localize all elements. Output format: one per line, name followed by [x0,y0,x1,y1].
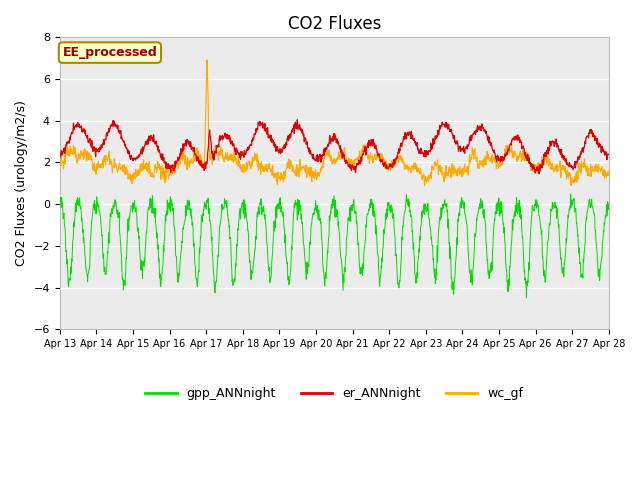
Text: EE_processed: EE_processed [63,46,157,59]
Legend: gpp_ANNnight, er_ANNnight, wc_gf: gpp_ANNnight, er_ANNnight, wc_gf [141,382,528,405]
Title: CO2 Fluxes: CO2 Fluxes [287,15,381,33]
Y-axis label: CO2 Fluxes (urology/m2/s): CO2 Fluxes (urology/m2/s) [15,100,28,266]
